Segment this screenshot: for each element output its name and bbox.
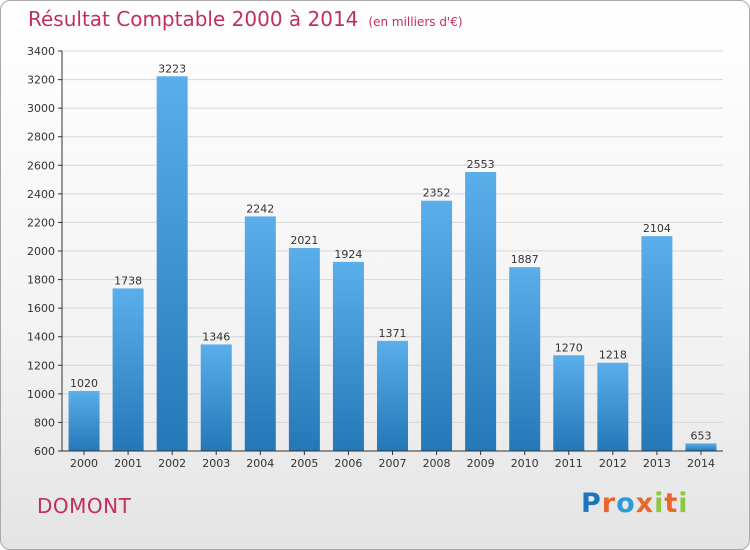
labels: 600 800 1000 1200 1400 1600 1800 2000 2200 2400 26… <box>27 45 715 470</box>
x-tick-label: 2008 <box>423 457 451 470</box>
y-tick-label: 2400 <box>27 188 55 201</box>
data-label: 1346 <box>202 330 230 343</box>
logo-letter: r <box>601 488 617 519</box>
logo-letter: i <box>654 488 665 519</box>
commune-name: DOMONT <box>37 494 132 518</box>
data-label: 2021 <box>290 234 318 247</box>
bar-2008 <box>421 200 453 451</box>
data-label: 1887 <box>511 253 539 266</box>
data-label: 653 <box>690 429 711 442</box>
data-label: 1738 <box>114 274 142 287</box>
bar-2011 <box>553 355 585 451</box>
data-label: 2242 <box>246 202 274 215</box>
y-tick-label: 3000 <box>27 102 55 115</box>
x-tick-label: 2009 <box>467 457 495 470</box>
y-tick-label: 1400 <box>27 331 55 344</box>
bar-2007 <box>377 340 408 451</box>
y-tick-label: 600 <box>34 445 55 458</box>
bar-2006 <box>332 261 364 451</box>
logo-letter: o <box>616 488 636 519</box>
data-label: 2352 <box>423 187 451 200</box>
y-tick-label: 2800 <box>27 131 55 144</box>
bar-2012 <box>597 362 629 451</box>
x-tick-label: 2000 <box>70 457 98 470</box>
bar-2004 <box>244 216 276 451</box>
y-tick-label: 1600 <box>27 302 55 315</box>
logo-letter: i <box>678 488 689 519</box>
title-unit: (en milliers d'€) <box>368 15 463 29</box>
x-tick-label: 2011 <box>555 457 583 470</box>
bar-2009 <box>465 172 497 451</box>
chart-title: Résultat Comptable 2000 à 2014 (en millie… <box>28 7 463 31</box>
data-label: 2553 <box>467 158 495 171</box>
bars <box>68 76 717 452</box>
x-tick-label: 2001 <box>114 457 142 470</box>
data-label: 3223 <box>158 62 186 75</box>
bar-2005 <box>288 248 320 451</box>
bar-2002 <box>156 76 188 452</box>
proxiti-logo: Proxiti <box>581 488 689 519</box>
data-label: 2104 <box>643 222 671 235</box>
x-tick-label: 2013 <box>643 457 671 470</box>
x-tick-label: 2010 <box>511 457 539 470</box>
axes <box>58 50 723 455</box>
y-tick-label: 2200 <box>27 216 55 229</box>
bar-2014 <box>685 443 717 451</box>
x-tick-label: 2002 <box>158 457 186 470</box>
data-label: 1371 <box>379 327 407 340</box>
x-tick-label: 2004 <box>246 457 274 470</box>
bar-2003 <box>200 344 232 451</box>
y-tick-label: 2000 <box>27 245 55 258</box>
y-tick-label: 1200 <box>27 359 55 372</box>
bar-2000 <box>68 391 100 451</box>
data-label: 1924 <box>334 248 362 261</box>
y-tick-label: 1800 <box>27 274 55 287</box>
x-tick-label: 2006 <box>334 457 362 470</box>
x-tick-label: 2005 <box>290 457 318 470</box>
bar-2010 <box>509 267 541 451</box>
logo-letter: t <box>664 488 679 519</box>
x-tick-label: 2007 <box>379 457 407 470</box>
x-tick-label: 2014 <box>687 457 715 470</box>
y-tick-label: 800 <box>34 416 55 429</box>
y-tick-label: 1000 <box>27 388 55 401</box>
bar-2013 <box>641 236 673 451</box>
title-main: Résultat Comptable 2000 à 2014 <box>28 7 359 31</box>
y-tick-label: 3200 <box>27 74 55 87</box>
data-label: 1020 <box>70 377 98 390</box>
logo-letter: x <box>635 488 655 519</box>
logo-letter: P <box>581 488 602 519</box>
y-tick-label: 2600 <box>27 159 55 172</box>
y-tick-label: 3400 <box>27 45 55 58</box>
data-label: 1218 <box>599 349 627 362</box>
data-label: 1270 <box>555 341 583 354</box>
x-tick-label: 2012 <box>599 457 627 470</box>
x-tick-label: 2003 <box>202 457 230 470</box>
bar-2001 <box>112 288 144 451</box>
